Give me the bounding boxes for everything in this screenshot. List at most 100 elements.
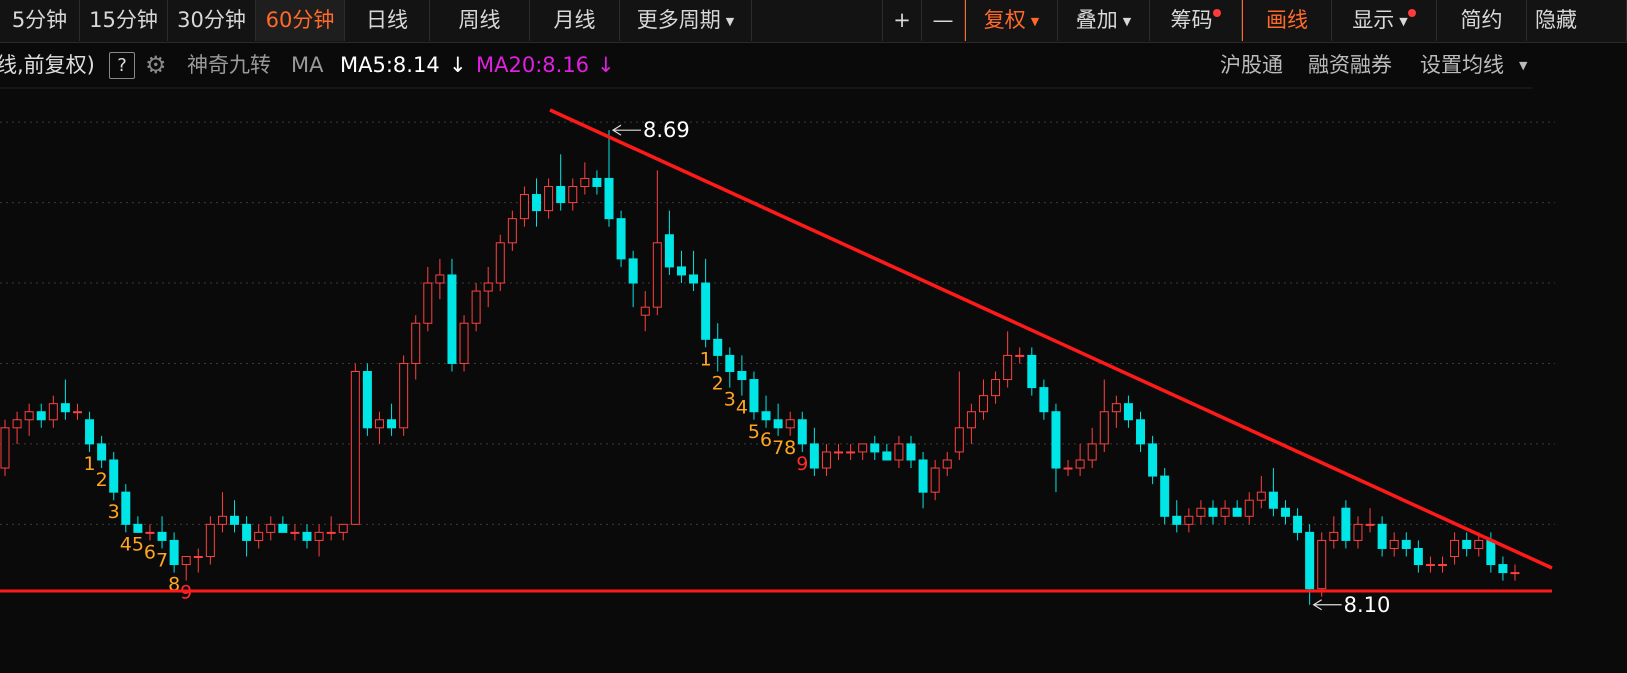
period-button[interactable]: 5分钟: [0, 0, 80, 41]
tool-button[interactable]: 复权 ▼: [965, 0, 1058, 41]
candle-body: [930, 467, 940, 493]
ma20-value: MA20:8.16: [476, 53, 590, 77]
candle-body: [761, 411, 771, 421]
candle-body: [809, 443, 819, 469]
candle-body: [749, 379, 759, 413]
candle-body: [302, 531, 312, 541]
button-label: +: [893, 8, 911, 32]
nine-turn-label: 1: [700, 348, 712, 370]
tool-button[interactable]: 筹码: [1150, 0, 1242, 41]
nine-turn-label: 3: [108, 501, 120, 523]
trend-line: [549, 108, 1553, 570]
notice-dot: [1407, 9, 1416, 17]
candle-body: [483, 282, 493, 292]
candle-body: [568, 185, 578, 204]
candle-body: [399, 362, 409, 429]
candle-body: [1148, 443, 1158, 477]
candle-body: [471, 290, 481, 324]
candle-body: [1425, 564, 1435, 567]
candle-body: [350, 371, 360, 525]
candle-body: [1208, 507, 1218, 517]
period-button[interactable]: 周线: [430, 0, 530, 41]
tool-button[interactable]: 隐藏: [1527, 0, 1627, 41]
candle-body: [689, 274, 699, 284]
period-button[interactable]: 30分钟: [168, 0, 256, 41]
nine-turn-label: 5: [748, 421, 760, 443]
help-button[interactable]: ?: [109, 52, 135, 79]
nine-turn-label: 1: [84, 453, 96, 475]
candle-body: [1474, 539, 1484, 549]
candle-body: [604, 177, 614, 220]
candle-body: [314, 531, 324, 541]
button-label: 月线: [553, 8, 596, 32]
candle-body: [1510, 572, 1520, 575]
nine-turn-label: 8: [784, 437, 796, 459]
candle-body: [737, 371, 747, 381]
candle-body: [1244, 499, 1254, 517]
candle-body: [1015, 354, 1025, 357]
candle-body: [1196, 507, 1206, 517]
annotation-arrowhead: [1312, 599, 1322, 611]
candle-body: [1099, 411, 1109, 445]
button-label: 筹码: [1170, 8, 1213, 32]
mode-label: 线,前复权): [0, 53, 95, 77]
nine-turn-label: 2: [96, 469, 108, 491]
candle-body: [205, 523, 215, 558]
candle-body: [1027, 354, 1037, 389]
candle-body: [628, 258, 638, 284]
candle-body: [1184, 515, 1194, 525]
tool-button[interactable]: 简约: [1437, 0, 1527, 41]
button-label: 日线: [366, 8, 408, 32]
dropdown-icon: ▼: [1399, 14, 1408, 28]
candle-body: [1305, 531, 1315, 590]
candle-body: [1450, 539, 1460, 558]
link[interactable]: 设置均线: [1420, 53, 1504, 77]
nine-turn-label: 4: [120, 533, 132, 555]
candle-body: [1353, 523, 1363, 541]
candle-body: [1075, 459, 1085, 469]
candle-body: [1498, 564, 1508, 574]
candle-body: [374, 419, 384, 429]
candle-body: [278, 523, 288, 533]
period-button[interactable]: 更多周期 ▼: [620, 0, 752, 41]
tool-button[interactable]: —: [922, 0, 965, 41]
candle-body: [640, 306, 650, 316]
link[interactable]: 沪股通: [1220, 53, 1283, 77]
ma5-value: MA5:8.14: [340, 53, 440, 77]
settings-icon[interactable]: ⚙: [145, 51, 167, 79]
candle-body: [193, 556, 203, 559]
candle-body: [1486, 539, 1496, 566]
candle-body: [701, 282, 711, 340]
candle-body: [1003, 354, 1013, 381]
period-button[interactable]: 15分钟: [80, 0, 168, 41]
price-annotation: 8.69: [643, 118, 690, 142]
candle-body: [1220, 507, 1230, 517]
period-button[interactable]: 日线: [345, 0, 430, 41]
tool-button[interactable]: 显示 ▼: [1332, 0, 1437, 41]
candle-body: [133, 523, 143, 533]
candle-body: [1172, 515, 1182, 525]
button-label: 简约: [1460, 8, 1503, 32]
period-button[interactable]: 月线: [530, 0, 620, 41]
candle-body: [362, 371, 372, 429]
tool-button[interactable]: +: [882, 0, 922, 41]
candle-body: [290, 531, 300, 534]
tool-button[interactable]: 叠加 ▼: [1058, 0, 1150, 41]
dropdown-icon: ▼: [725, 14, 735, 28]
link[interactable]: 融资融券: [1308, 53, 1392, 77]
button-label: 复权: [983, 8, 1026, 32]
toolbar: 5分钟 15分钟 30分钟 60分钟 日线 周线 月线 更多周期 ▼ + — 复权 ▼ 叠加 ▼ 筹码 画线 显示…: [0, 0, 1627, 43]
candle-body: [725, 354, 735, 373]
nine-turn-label: 7: [772, 437, 784, 459]
nine-turn-label: 4: [736, 397, 748, 419]
tool-button[interactable]: 画线: [1242, 0, 1332, 41]
candle-body: [447, 274, 457, 364]
candle-body: [423, 282, 433, 324]
candle-body: [1329, 531, 1339, 541]
candle-body: [918, 459, 928, 493]
nine-turn-label: 6: [760, 429, 772, 451]
button-label: —: [932, 8, 954, 32]
button-label: 显示: [1352, 8, 1395, 32]
period-button[interactable]: 60分钟: [256, 0, 345, 41]
